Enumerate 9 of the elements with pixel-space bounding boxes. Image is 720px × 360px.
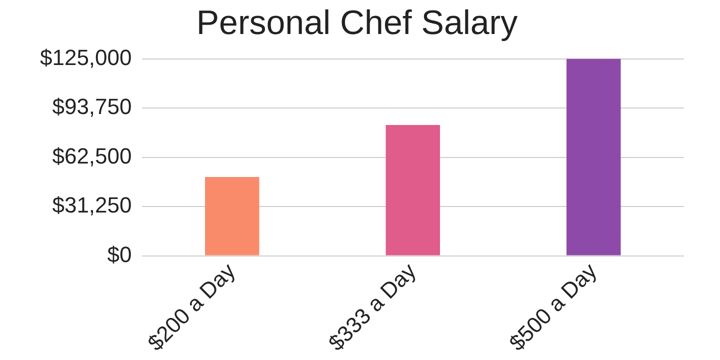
y-tick-label: $125,000 [40,44,132,70]
y-tick-label: $31,250 [52,192,132,218]
bar [386,124,440,256]
y-tick-label: $0 [107,242,132,267]
chart-title: Personal Chef Salary [196,4,518,42]
y-tick-label: $93,750 [52,94,132,120]
bar [566,58,621,256]
bar [205,176,260,256]
y-tick-label: $62,500 [52,143,132,168]
